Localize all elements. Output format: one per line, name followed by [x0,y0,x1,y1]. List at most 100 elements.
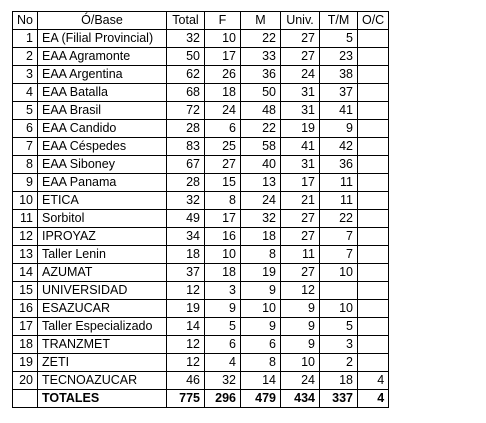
table-row: 5 EAA Brasil 72 24 48 31 41 [12,101,390,120]
cell-oc [356,317,390,336]
cell-oc [356,245,390,264]
cell-tm: 22 [318,209,358,228]
table-row: 9 EAA Panama 28 15 13 17 11 [12,173,390,192]
cell-f: 18 [203,83,241,102]
cell-tm: 37 [318,83,358,102]
cell-total: 67 [165,155,205,174]
cell-univ: 27 [279,263,320,282]
cell-name: Taller Lenin [36,245,167,264]
cell-tm: 7 [318,227,358,246]
cell-m: 40 [239,155,281,174]
cell-univ: 9 [279,317,320,336]
cell-tm: 18 [318,371,358,390]
cell-no: 11 [12,209,38,228]
cell-no: 4 [12,83,38,102]
header-oc: O/C [356,11,390,30]
cell-univ: 19 [279,119,320,138]
cell-m: 22 [239,29,281,48]
cell-m: 14 [239,371,281,390]
cell-name: ZETI [36,353,167,372]
cell-no: 2 [12,47,38,66]
cell-univ: 31 [279,101,320,120]
cell-total: 50 [165,47,205,66]
cell-oc: 4 [356,371,390,390]
cell-total: 14 [165,317,205,336]
cell-oc [356,101,390,120]
cell-no: 5 [12,101,38,120]
cell-oc: 4 [356,389,390,408]
table-row: 14 AZUMAT 37 18 19 27 10 [12,263,390,282]
cell-name: UNIVERSIDAD [36,281,167,300]
cell-total: 62 [165,65,205,84]
table-row: 2 EAA Agramonte 50 17 33 27 23 [12,47,390,66]
cell-m: 22 [239,119,281,138]
cell-f: 17 [203,47,241,66]
cell-total: 49 [165,209,205,228]
header-univ: Univ. [279,11,320,30]
table-row: 18 TRANZMET 12 6 6 9 3 [12,335,390,354]
cell-univ: 24 [279,65,320,84]
cell-m: 479 [239,389,281,408]
table-row: 11 Sorbitol 49 17 32 27 22 [12,209,390,228]
table-row: 4 EAA Batalla 68 18 50 31 37 [12,83,390,102]
cell-m: 32 [239,209,281,228]
cell-m: 9 [239,317,281,336]
cell-m: 6 [239,335,281,354]
cell-name: EAA Candido [36,119,167,138]
cell-name: EAA Argentina [36,65,167,84]
cell-no [12,389,38,408]
cell-univ: 27 [279,29,320,48]
cell-tm: 23 [318,47,358,66]
cell-m: 8 [239,245,281,264]
cell-oc [356,335,390,354]
cell-tm: 5 [318,317,358,336]
cell-total: 34 [165,227,205,246]
cell-name: EAA Brasil [36,101,167,120]
cell-no: 8 [12,155,38,174]
cell-m: 48 [239,101,281,120]
cell-univ: 27 [279,47,320,66]
cell-m: 13 [239,173,281,192]
cell-f: 5 [203,317,241,336]
cell-oc [356,65,390,84]
cell-f: 17 [203,209,241,228]
cell-name: EAA Agramonte [36,47,167,66]
cell-tm: 11 [318,173,358,192]
table-row: 17 Taller Especializado 14 5 9 9 5 [12,317,390,336]
table-row: 3 EAA Argentina 62 26 36 24 38 [12,65,390,84]
header-f: F [203,11,241,30]
cell-oc [356,353,390,372]
cell-tm: 36 [318,155,358,174]
cell-total: 46 [165,371,205,390]
cell-oc [356,263,390,282]
cell-univ: 21 [279,191,320,210]
cell-oc [356,29,390,48]
cell-total: 18 [165,245,205,264]
cell-name: EAA Céspedes [36,137,167,156]
cell-total: 775 [165,389,205,408]
cell-tm: 337 [318,389,358,408]
data-table: No Ó/Base Total F M Univ. T/M O/C 1 EA (F… [12,11,390,408]
cell-oc [356,299,390,318]
cell-no: 17 [12,317,38,336]
cell-oc [356,191,390,210]
table-row: 12 IPROYAZ 34 16 18 27 7 [12,227,390,246]
cell-no: 16 [12,299,38,318]
cell-tm: 10 [318,263,358,282]
cell-total: 72 [165,101,205,120]
cell-f: 10 [203,29,241,48]
cell-f: 26 [203,65,241,84]
table-row: 6 EAA Candido 28 6 22 19 9 [12,119,390,138]
cell-f: 32 [203,371,241,390]
cell-m: 9 [239,281,281,300]
cell-no: 9 [12,173,38,192]
cell-m: 50 [239,83,281,102]
cell-f: 9 [203,299,241,318]
cell-f: 3 [203,281,241,300]
cell-tm: 11 [318,191,358,210]
cell-tm: 7 [318,245,358,264]
cell-name: EAA Siboney [36,155,167,174]
header-tm: T/M [318,11,358,30]
cell-univ: 31 [279,83,320,102]
cell-m: 19 [239,263,281,282]
